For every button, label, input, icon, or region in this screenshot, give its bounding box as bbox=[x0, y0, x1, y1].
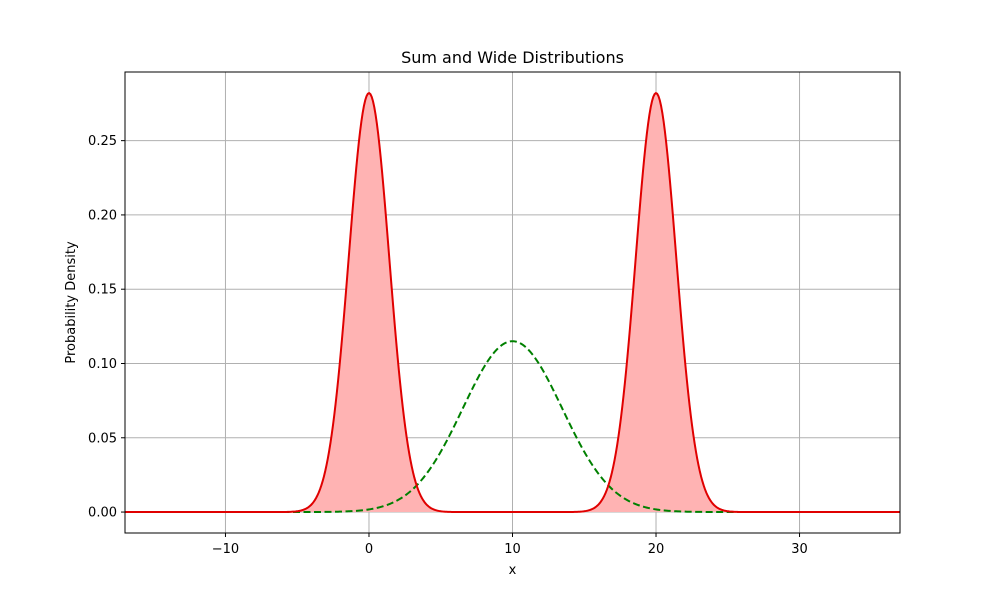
y-axis-ticks: 0.00 0.05 0.10 0.15 0.20 0.25 bbox=[88, 134, 125, 521]
plot-area bbox=[124, 71, 901, 534]
y-tick-label: 0.20 bbox=[88, 208, 117, 223]
solid-series-line bbox=[125, 91, 900, 514]
x-tick-label: 0 bbox=[365, 542, 373, 557]
data-marks bbox=[125, 91, 900, 514]
x-tick-label: 30 bbox=[791, 542, 808, 557]
y-tick-label: 0.00 bbox=[88, 506, 117, 521]
y-tick-label: 0.15 bbox=[88, 283, 117, 298]
x-axis-label: x bbox=[509, 563, 517, 578]
chart-title: Sum and Wide Distributions bbox=[401, 48, 624, 67]
y-tick-label: 0.10 bbox=[88, 357, 117, 372]
y-tick-label: 0.25 bbox=[88, 134, 117, 149]
x-tick-label: 10 bbox=[504, 542, 521, 557]
x-tick-label: −10 bbox=[212, 542, 239, 557]
y-tick-label: 0.05 bbox=[88, 431, 117, 446]
y-axis-label: Probability Density bbox=[64, 241, 79, 364]
x-tick-label: 20 bbox=[648, 542, 665, 557]
x-axis-ticks: −10 0 10 20 30 bbox=[212, 533, 808, 557]
